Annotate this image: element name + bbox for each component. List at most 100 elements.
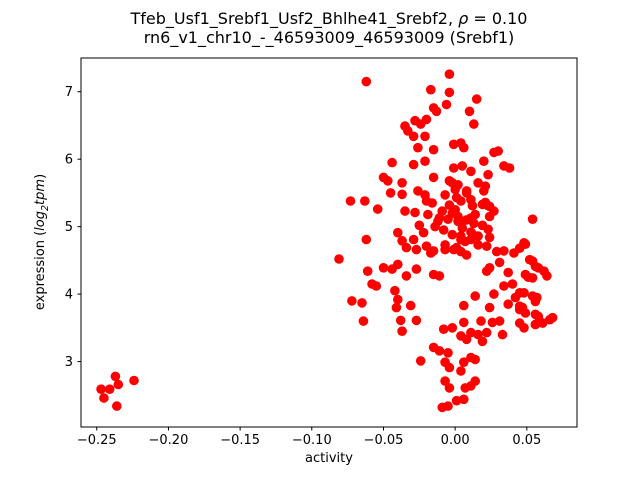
scatter-point [433,216,443,227]
y-tick-label: 3 [65,355,73,370]
scatter-point [414,220,425,231]
scatter-point [545,314,555,325]
scatter-point [451,395,462,406]
scatter-point [447,323,458,333]
scatter-point [434,271,445,281]
scatter-point [470,354,481,365]
scatter-point [534,316,545,326]
y-label-subscript: 2 [39,204,51,211]
x-tick-label: −0.20 [149,433,189,448]
x-tick-label: −0.10 [292,433,332,448]
scatter-point [461,334,472,345]
scatter-point [393,259,403,270]
scatter-point [477,336,488,347]
scatter-point [481,266,492,277]
scatter-point [112,401,122,411]
scatter-point [411,315,422,326]
scatter-point [444,200,455,210]
title-rho-symbol: ρ [458,9,469,28]
scatter-point [459,394,469,405]
scatter-point [524,254,535,265]
scatter-point [415,356,426,366]
y-axis-label-text: expression (log2tpm) [33,174,51,310]
scatter-point [503,267,513,278]
scatter-point [426,248,436,258]
scatter-point [110,371,121,382]
scatter-point [372,204,383,214]
scatter-point [383,176,393,186]
y-label-log: log [33,210,49,231]
scatter-point [129,375,139,386]
scatter-point [503,299,513,310]
scatter-point [466,381,476,391]
scatter-point [487,317,498,328]
scatter-point [397,326,407,337]
scatter-point [96,384,106,395]
scatter-point [371,281,382,291]
scatter-point [448,139,459,150]
scatter-point [483,169,493,180]
plot-border [80,57,578,428]
scatter-point [447,208,458,218]
scatter-point [408,234,419,245]
title-text-prefix: Tfeb_Usf1_Srebf1_Usf2_Bhlhe41_Srebf2, [130,9,459,28]
scatter-point [466,234,476,245]
scatter-point [444,383,455,393]
scatter-point [104,384,115,395]
scatter-point [473,178,483,188]
scatter-point [397,189,407,200]
scatter-point [393,294,403,305]
scatter-point [113,379,124,390]
scatter-point [489,289,499,299]
x-tick-label: 0.05 [512,433,541,448]
scatter-point [413,186,423,196]
scatter-point [466,227,476,237]
scatter-point [408,131,419,142]
y-tick-label: 5 [65,220,73,235]
scatter-point [456,366,466,376]
scatter-point [466,166,476,177]
scatter-point [438,225,449,235]
scatter-point [438,324,449,335]
y-tick-label: 4 [65,288,73,303]
scatter-point [401,271,412,281]
scatter-point [443,348,453,358]
scatter-point [450,184,461,195]
scatter-point [499,281,509,291]
scatter-point [484,302,495,313]
scatter-point [457,223,468,233]
scatter-point [473,231,483,241]
scatter-point [415,119,426,129]
scatter-point [461,215,472,225]
scatter-point [347,296,357,306]
scatter-point [494,316,505,326]
scatter-point [461,250,472,260]
scatter-point [479,156,489,166]
scatter-point [459,300,469,311]
scatter-point [362,266,373,277]
scatter-point [393,227,403,238]
scatter-point [469,119,479,129]
scatter-point [473,240,483,250]
scatter-point [499,246,509,256]
scatter-point [397,178,407,188]
scatter-point [428,172,439,183]
scatter-point [477,199,488,210]
scatter-point [448,244,459,255]
scatter-point [413,142,423,153]
scatter-point [527,273,538,283]
scatter-point [530,296,541,307]
scatter-point [400,206,410,216]
scatter-point [401,242,412,253]
y-label-tpm: tpm [33,178,49,205]
y-label-suffix: ) [33,173,49,179]
scatter-point [481,241,492,251]
scatter-point [471,94,482,104]
scatter-point [447,229,458,240]
scatter-point [459,317,469,328]
scatter-point [484,211,495,222]
scatter-point [484,232,495,243]
scatter-point [493,146,504,156]
scatter-point [520,269,531,280]
